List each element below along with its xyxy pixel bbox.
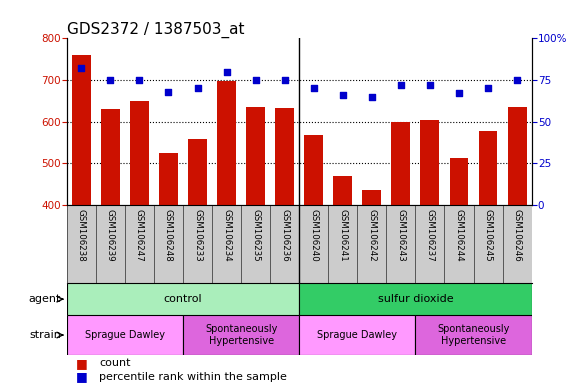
Text: Spontaneously
Hypertensive: Spontaneously Hypertensive	[205, 324, 277, 346]
Point	[309, 85, 318, 91]
Bar	[67, 283, 299, 315]
Text: GSM106236: GSM106236	[280, 209, 289, 262]
Text: GSM106237: GSM106237	[425, 209, 435, 262]
Point	[135, 77, 144, 83]
Bar	[217, 81, 236, 371]
Text: agent: agent	[28, 294, 61, 304]
Point	[396, 82, 406, 88]
Bar	[67, 315, 183, 355]
Text: GSM106235: GSM106235	[251, 209, 260, 262]
Point	[512, 77, 522, 83]
Bar	[421, 120, 439, 371]
Bar	[72, 55, 91, 371]
Text: GSM106234: GSM106234	[222, 209, 231, 262]
Point	[425, 82, 435, 88]
Text: GSM106244: GSM106244	[454, 209, 464, 262]
Text: count: count	[99, 358, 131, 368]
Text: GSM106233: GSM106233	[193, 209, 202, 262]
Text: ■: ■	[76, 370, 88, 383]
Bar	[275, 108, 294, 371]
Point	[483, 85, 493, 91]
Bar	[183, 315, 299, 355]
Text: GSM106238: GSM106238	[77, 209, 86, 262]
Point	[338, 92, 347, 98]
Text: Sprague Dawley: Sprague Dawley	[317, 330, 397, 340]
Text: GSM106246: GSM106246	[512, 209, 522, 262]
Point	[164, 89, 173, 95]
Text: GSM106247: GSM106247	[135, 209, 144, 262]
Text: GDS2372 / 1387503_at: GDS2372 / 1387503_at	[67, 22, 245, 38]
Text: GSM106241: GSM106241	[338, 209, 347, 262]
Text: GSM106239: GSM106239	[106, 209, 115, 261]
Bar	[159, 153, 178, 371]
Text: GSM106243: GSM106243	[396, 209, 406, 262]
Bar	[479, 131, 497, 371]
Point	[193, 85, 202, 91]
Bar	[304, 135, 323, 371]
Text: Spontaneously
Hypertensive: Spontaneously Hypertensive	[437, 324, 510, 346]
Text: control: control	[164, 294, 202, 304]
Bar	[508, 107, 526, 371]
Text: GSM106245: GSM106245	[483, 209, 493, 262]
Bar	[101, 109, 120, 371]
Bar	[450, 158, 468, 371]
Bar	[392, 121, 410, 371]
Point	[367, 94, 376, 100]
Text: GSM106242: GSM106242	[367, 209, 376, 262]
Point	[77, 65, 86, 71]
Text: strain: strain	[29, 330, 61, 340]
Point	[106, 77, 115, 83]
Text: ■: ■	[76, 357, 88, 370]
Bar	[246, 107, 265, 371]
Bar	[299, 283, 532, 315]
Text: Sprague Dawley: Sprague Dawley	[85, 330, 165, 340]
Bar	[130, 101, 149, 371]
Point	[454, 90, 464, 96]
Bar	[299, 315, 415, 355]
Point	[280, 77, 289, 83]
Point	[251, 77, 260, 83]
Text: percentile rank within the sample: percentile rank within the sample	[99, 372, 287, 382]
Bar	[363, 190, 381, 371]
Text: GSM106248: GSM106248	[164, 209, 173, 262]
Point	[222, 69, 231, 75]
Bar	[333, 176, 352, 371]
Bar	[188, 139, 207, 371]
Bar	[415, 315, 532, 355]
Text: sulfur dioxide: sulfur dioxide	[378, 294, 453, 304]
Text: GSM106240: GSM106240	[309, 209, 318, 262]
